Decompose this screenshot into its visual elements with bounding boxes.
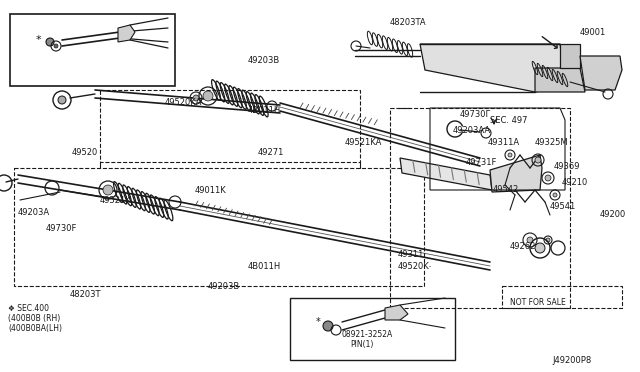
Text: 49203B: 49203B bbox=[248, 56, 280, 65]
Text: 49210: 49210 bbox=[562, 178, 588, 187]
Circle shape bbox=[545, 175, 551, 181]
Text: (400B0BA(LH): (400B0BA(LH) bbox=[8, 324, 62, 333]
Text: 49731F: 49731F bbox=[466, 158, 497, 167]
Polygon shape bbox=[420, 44, 562, 92]
Circle shape bbox=[535, 243, 545, 253]
Text: 49542: 49542 bbox=[493, 185, 519, 194]
Text: 49271: 49271 bbox=[258, 148, 284, 157]
Text: 49541: 49541 bbox=[550, 202, 576, 211]
Bar bbox=[390, 108, 570, 308]
Text: *: * bbox=[316, 317, 321, 327]
Text: 49730F: 49730F bbox=[46, 224, 77, 233]
Text: 08921-3252A: 08921-3252A bbox=[18, 52, 69, 61]
Text: 49521K: 49521K bbox=[100, 196, 132, 205]
Bar bbox=[502, 286, 622, 308]
Text: 49521KA: 49521KA bbox=[345, 138, 382, 147]
Text: 49520K⋅: 49520K⋅ bbox=[398, 262, 433, 271]
Text: ❖ SEC.400: ❖ SEC.400 bbox=[8, 304, 49, 313]
Text: (400B0B (RH): (400B0B (RH) bbox=[8, 314, 60, 323]
Circle shape bbox=[103, 185, 113, 195]
Text: NOT FOR SALE: NOT FOR SALE bbox=[510, 298, 566, 307]
Bar bbox=[290, 298, 455, 360]
Text: 4B011H: 4B011H bbox=[248, 106, 281, 115]
Text: 49262: 49262 bbox=[510, 242, 536, 251]
Bar bbox=[10, 14, 175, 86]
Circle shape bbox=[58, 96, 66, 104]
Circle shape bbox=[546, 238, 550, 242]
Bar bbox=[14, 168, 424, 286]
Text: 4B011H: 4B011H bbox=[248, 262, 281, 271]
Polygon shape bbox=[560, 44, 580, 68]
Circle shape bbox=[323, 321, 333, 331]
Text: 48203T: 48203T bbox=[70, 290, 102, 299]
Circle shape bbox=[203, 91, 213, 101]
Text: 49730Γ: 49730Γ bbox=[460, 110, 491, 119]
Text: 49520: 49520 bbox=[72, 148, 99, 157]
Text: SEC. 497: SEC. 497 bbox=[490, 116, 527, 125]
Circle shape bbox=[46, 38, 54, 46]
Text: 49001: 49001 bbox=[580, 28, 606, 37]
Polygon shape bbox=[385, 305, 408, 320]
Text: 49311A: 49311A bbox=[488, 138, 520, 147]
Text: PIN(1): PIN(1) bbox=[350, 340, 373, 349]
Text: J49200P8: J49200P8 bbox=[552, 356, 591, 365]
Text: 49311: 49311 bbox=[398, 250, 424, 259]
Text: *: * bbox=[35, 35, 41, 45]
Text: 49520KA: 49520KA bbox=[165, 98, 202, 107]
Text: 49203AA: 49203AA bbox=[453, 126, 491, 135]
Text: 08921-3252A: 08921-3252A bbox=[342, 330, 393, 339]
Text: 49369: 49369 bbox=[554, 162, 580, 171]
Text: 49200: 49200 bbox=[600, 210, 627, 219]
Circle shape bbox=[54, 44, 58, 48]
Circle shape bbox=[535, 157, 541, 163]
Polygon shape bbox=[118, 25, 135, 42]
Polygon shape bbox=[580, 56, 622, 90]
Polygon shape bbox=[490, 155, 542, 192]
Text: 49203B: 49203B bbox=[208, 282, 240, 291]
Circle shape bbox=[553, 193, 557, 197]
Polygon shape bbox=[400, 158, 492, 190]
Polygon shape bbox=[535, 68, 585, 92]
Circle shape bbox=[508, 153, 512, 157]
Text: 49203A: 49203A bbox=[18, 208, 50, 217]
Circle shape bbox=[193, 95, 199, 101]
Text: 49325M: 49325M bbox=[535, 138, 568, 147]
Text: PIN(1): PIN(1) bbox=[18, 62, 42, 71]
Text: 48203TA: 48203TA bbox=[390, 18, 427, 27]
Text: 49011K: 49011K bbox=[195, 186, 227, 195]
Circle shape bbox=[527, 237, 533, 243]
Bar bbox=[100, 90, 360, 162]
